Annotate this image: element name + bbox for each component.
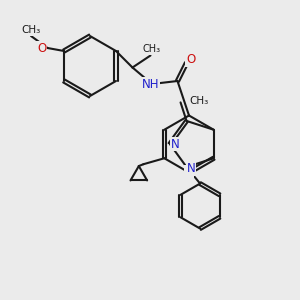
Text: NH: NH (142, 78, 159, 91)
Text: CH₃: CH₃ (21, 25, 40, 35)
Text: N: N (184, 166, 194, 179)
Text: CH₃: CH₃ (189, 96, 208, 106)
Text: O: O (37, 41, 46, 55)
Text: N: N (171, 137, 180, 151)
Text: O: O (186, 53, 196, 66)
Text: N: N (187, 162, 196, 175)
Text: CH₃: CH₃ (143, 44, 161, 54)
